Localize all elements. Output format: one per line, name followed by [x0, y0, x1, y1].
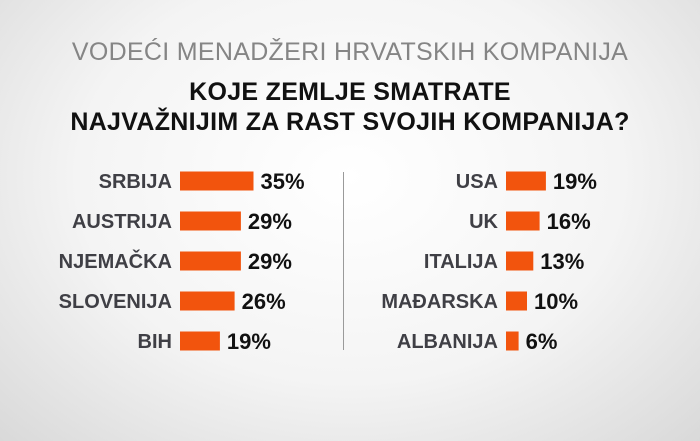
chart-title-line-1: KOJE ZEMLJE SMATRATE [189, 78, 511, 106]
chart-subtitle: VODEĆI MENADŽERI HRVATSKIH KOMPANIJA [71, 38, 629, 66]
bar [506, 291, 527, 311]
value-label: 29% [248, 209, 292, 234]
category-label: AUSTRIJA [72, 211, 172, 233]
category-label: USA [456, 171, 498, 193]
bar [180, 331, 220, 351]
category-label: UK [469, 211, 498, 233]
value-label: 19% [553, 169, 597, 194]
bar [180, 171, 254, 191]
bar [506, 171, 546, 191]
value-label: 29% [248, 249, 292, 274]
value-label: 26% [242, 289, 286, 314]
bar [180, 251, 241, 271]
value-label: 16% [547, 209, 591, 234]
category-label: NJEMAČKA [59, 249, 172, 273]
chart-title-line-2: NAJVAŽNIJIM ZA RAST SVOJIH KOMPANIJA? [70, 108, 630, 136]
value-label: 19% [227, 329, 271, 354]
category-label: SRBIJA [99, 171, 172, 193]
bar [180, 291, 235, 311]
category-label: BIH [138, 331, 172, 353]
value-label: 6% [526, 329, 558, 354]
value-label: 35% [261, 169, 305, 194]
bar [506, 211, 540, 231]
value-label: 13% [540, 249, 584, 274]
category-label: ALBANIJA [397, 331, 498, 353]
bar [506, 251, 534, 271]
bar [506, 331, 519, 351]
category-label: ITALIJA [424, 251, 498, 273]
category-label: SLOVENIJA [59, 291, 172, 313]
category-label: MAĐARSKA [381, 291, 498, 313]
value-label: 10% [534, 289, 578, 314]
bar [180, 211, 241, 231]
column-divider [343, 172, 344, 350]
